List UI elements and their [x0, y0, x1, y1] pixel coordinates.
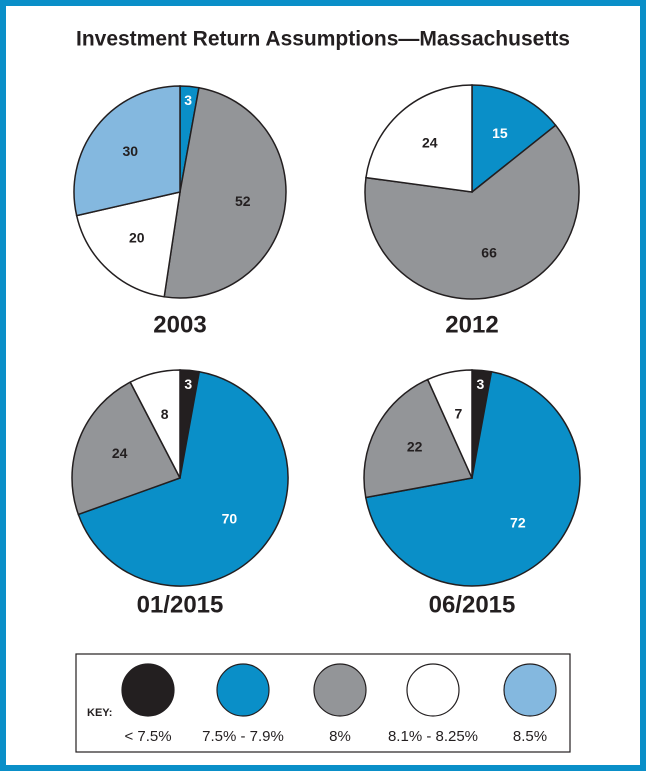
- pie-slice: [365, 84, 473, 193]
- slice-label: 24: [422, 134, 438, 150]
- slice-label: 3: [477, 376, 485, 392]
- pie-slice: [71, 381, 182, 516]
- legend-entry: 8%: [329, 728, 351, 745]
- pie-slice: [163, 86, 287, 299]
- chart-title: Investment Return Assumptions—Massachuse…: [76, 28, 570, 51]
- pie-title: 01/2015: [137, 591, 224, 618]
- slice-label: 3: [184, 376, 192, 392]
- slice-label: 30: [122, 143, 138, 159]
- slice-label: 66: [481, 245, 497, 261]
- legend-label: KEY:: [87, 707, 112, 719]
- legend-swatch: [216, 663, 270, 717]
- slice-label: 20: [129, 229, 145, 245]
- pie-title: 2003: [153, 311, 206, 338]
- slice-label: 70: [222, 511, 238, 527]
- pie-slice: [364, 370, 581, 587]
- slice-label: 8: [161, 406, 169, 422]
- legend-swatch: [313, 663, 367, 717]
- legend-swatch: [503, 663, 557, 717]
- slice-label: 7: [455, 405, 463, 421]
- slice-label: 72: [510, 515, 526, 531]
- slice-label: 3: [184, 92, 192, 108]
- slice-label: 22: [407, 439, 423, 455]
- pie-slice: [363, 378, 474, 499]
- legend-swatch: [121, 663, 175, 717]
- legend-entry: 8.1% - 8.25%: [388, 728, 478, 745]
- legend-swatch: [406, 663, 460, 717]
- slice-label: 15: [492, 125, 508, 141]
- slice-label: 24: [112, 445, 128, 461]
- legend-entry: 7.5% - 7.9%: [202, 728, 284, 745]
- pie-slice: [471, 84, 557, 194]
- pie-slice: [364, 124, 580, 300]
- pie-title: 06/2015: [429, 591, 516, 618]
- slice-label: 52: [235, 193, 251, 209]
- pie-slice: [77, 370, 289, 587]
- pie-slice: [426, 369, 473, 479]
- pie-slice: [129, 369, 181, 479]
- pie-slice: [75, 191, 181, 298]
- legend-entry: 8.5%: [513, 728, 547, 745]
- pie-title: 2012: [445, 311, 498, 338]
- pie-slice: [73, 85, 181, 217]
- legend-entry: < 7.5%: [124, 728, 171, 745]
